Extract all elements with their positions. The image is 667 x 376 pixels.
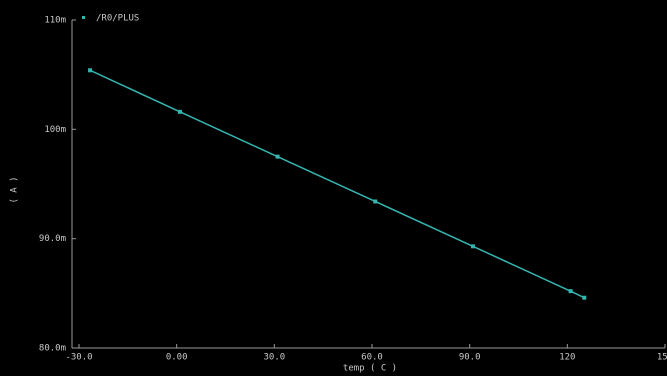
x-tick-label: 30.0 bbox=[263, 353, 285, 363]
x-tick-label: 60.0 bbox=[361, 353, 383, 363]
point-marker bbox=[275, 154, 280, 159]
y-tick-label: 110m bbox=[44, 16, 66, 26]
x-axis-label: temp ( C ) bbox=[343, 364, 397, 374]
point-marker bbox=[568, 289, 573, 294]
point-marker bbox=[88, 68, 93, 73]
x-tick-label: -30.0 bbox=[65, 353, 92, 363]
x-tick-label: 90.0 bbox=[459, 353, 481, 363]
y-tick-label: 90.0m bbox=[39, 234, 66, 244]
legend-marker bbox=[82, 16, 85, 19]
x-tick-label: 0.00 bbox=[166, 353, 188, 363]
point-marker bbox=[177, 109, 182, 114]
y-axis-label: ( A ) bbox=[10, 176, 20, 203]
y-tick-label: 80.0m bbox=[39, 344, 66, 354]
series-line bbox=[89, 69, 585, 299]
x-tick-label: 120 bbox=[559, 353, 575, 363]
point-marker bbox=[373, 199, 378, 204]
legend-label: /R0/PLUS bbox=[96, 14, 139, 24]
y-tick-label: 100m bbox=[44, 125, 66, 135]
x-tick-label: 150 bbox=[657, 353, 667, 363]
point-marker bbox=[470, 244, 475, 249]
point-marker bbox=[582, 295, 587, 300]
